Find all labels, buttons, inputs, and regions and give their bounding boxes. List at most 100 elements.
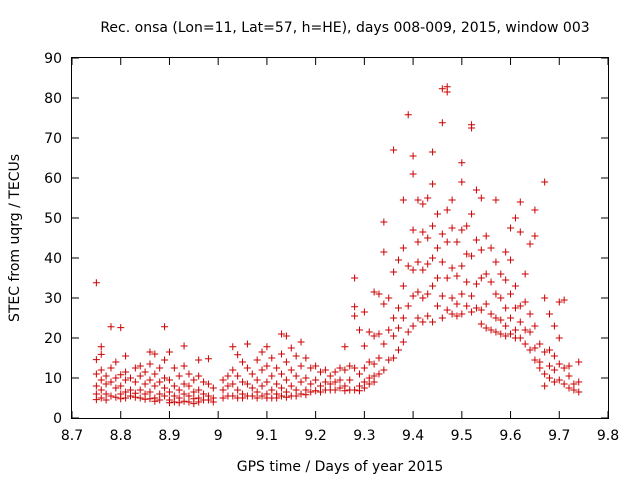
data-point xyxy=(477,306,485,314)
data-point xyxy=(516,318,524,326)
data-point xyxy=(278,370,286,378)
data-point xyxy=(482,270,490,278)
data-point xyxy=(365,380,373,388)
data-point xyxy=(292,372,300,380)
data-point xyxy=(492,258,500,266)
data-point xyxy=(370,360,378,368)
data-point xyxy=(507,330,515,338)
data-point xyxy=(560,380,568,388)
data-point xyxy=(268,354,276,362)
data-point xyxy=(375,354,383,362)
data-point xyxy=(117,371,125,379)
data-point xyxy=(419,266,427,274)
data-point xyxy=(404,302,412,310)
data-point xyxy=(487,244,495,252)
data-point xyxy=(292,392,300,400)
data-point xyxy=(477,246,485,254)
data-point xyxy=(185,382,193,390)
data-point xyxy=(156,390,164,398)
data-point xyxy=(550,352,558,360)
data-point xyxy=(234,351,242,359)
data-point xyxy=(92,370,100,378)
data-point xyxy=(112,384,120,392)
data-point xyxy=(156,378,164,386)
data-point xyxy=(278,330,286,338)
data-point xyxy=(541,294,549,302)
x-tick-label: 9.2 xyxy=(305,428,327,444)
data-point xyxy=(438,85,446,93)
data-point xyxy=(292,386,300,394)
data-point xyxy=(175,372,183,380)
data-point xyxy=(326,380,334,388)
data-point xyxy=(502,276,510,284)
x-tick-label: 9.4 xyxy=(402,428,424,444)
data-point xyxy=(472,280,480,288)
data-point xyxy=(546,374,554,382)
data-point xyxy=(273,380,281,388)
data-point xyxy=(297,362,305,370)
data-point xyxy=(409,226,417,234)
data-point xyxy=(302,354,310,362)
data-point xyxy=(248,392,256,400)
data-point xyxy=(112,393,120,401)
data-point xyxy=(433,302,441,310)
data-point xyxy=(443,206,451,214)
data-point xyxy=(438,258,446,266)
data-point xyxy=(136,362,144,370)
data-point xyxy=(107,392,115,400)
data-point xyxy=(482,232,490,240)
data-point xyxy=(351,274,359,282)
data-point xyxy=(360,342,368,350)
data-point xyxy=(268,386,276,394)
data-point xyxy=(126,374,134,382)
data-point xyxy=(497,330,505,338)
data-point xyxy=(448,310,456,318)
data-point xyxy=(511,282,519,290)
data-point xyxy=(453,300,461,308)
data-point xyxy=(229,392,237,400)
data-point xyxy=(448,294,456,302)
data-point xyxy=(468,210,476,218)
data-point xyxy=(463,278,471,286)
data-point xyxy=(404,262,412,270)
data-point xyxy=(258,392,266,400)
data-point xyxy=(536,358,544,366)
data-point xyxy=(394,346,402,354)
data-point xyxy=(575,358,583,366)
data-point xyxy=(453,238,461,246)
y-tick-label: 20 xyxy=(44,331,62,347)
data-point xyxy=(550,322,558,330)
data-point xyxy=(443,88,451,96)
data-point xyxy=(312,376,320,384)
data-point xyxy=(507,290,515,298)
data-point xyxy=(448,264,456,272)
data-point xyxy=(399,338,407,346)
data-point xyxy=(180,380,188,388)
data-point xyxy=(239,394,247,402)
data-point xyxy=(297,378,305,386)
y-tick-label: 30 xyxy=(44,291,62,307)
data-point xyxy=(380,366,388,374)
data-point xyxy=(477,194,485,202)
data-point xyxy=(156,364,164,372)
data-point xyxy=(273,394,281,402)
data-point xyxy=(146,360,154,368)
data-point xyxy=(487,278,495,286)
data-point xyxy=(507,256,515,264)
data-point xyxy=(146,348,154,356)
data-point xyxy=(409,292,417,300)
data-point xyxy=(97,343,105,351)
data-point xyxy=(331,386,339,394)
data-point xyxy=(429,282,437,290)
data-point xyxy=(472,186,480,194)
data-point xyxy=(355,370,363,378)
x-tick-label: 9.8 xyxy=(597,428,619,444)
data-point xyxy=(161,384,169,392)
data-point xyxy=(541,382,549,390)
data-point xyxy=(463,250,471,258)
y-tick-label: 50 xyxy=(44,211,62,227)
data-point xyxy=(414,314,422,322)
data-point xyxy=(278,350,286,358)
data-point xyxy=(375,290,383,298)
data-point xyxy=(365,374,373,382)
